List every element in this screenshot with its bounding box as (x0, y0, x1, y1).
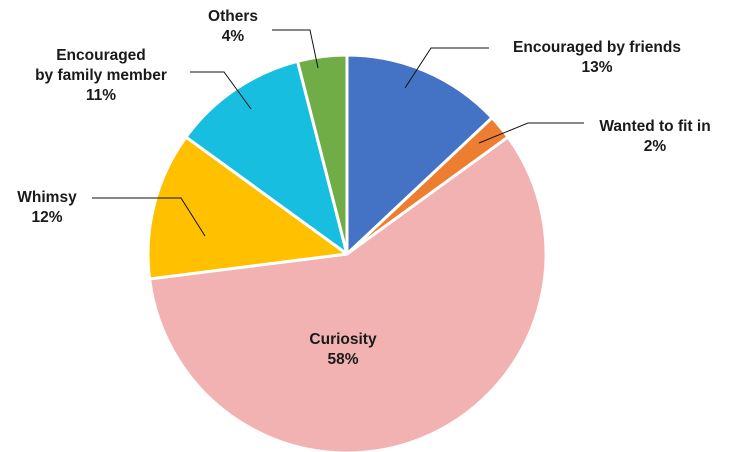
slice-label-encouraged-by-family-member: Encouraged by family member 11% (35, 47, 167, 104)
slice-label-encouraged-by-friends: Encouraged by friends 13% (513, 39, 681, 76)
slice-label-wanted-to-fit-in: Wanted to fit in 2% (599, 118, 710, 155)
leader-line-encouraged-by-friends (404, 47, 489, 89)
slice-label-others: Others 4% (208, 8, 258, 45)
slice-value-encouraged-by-family-member: 11% (86, 87, 116, 104)
slice-encouraged-by-friends (345, 53, 494, 256)
slice-labels: Encouraged by friends 13% Wanted to fit in… (17, 8, 710, 368)
slice-name-curiosity: Curiosity (309, 331, 377, 348)
slice-name-encouraged-by-family-member: Encouraged (56, 47, 146, 64)
pie-slices (146, 53, 548, 452)
slice-encouraged-by-family-member (184, 59, 349, 256)
slice-name-others: Others (208, 8, 258, 25)
leader-line-encouraged-by-family-member (190, 71, 252, 110)
slice-name-encouraged-by-family-member: by family member (35, 67, 167, 84)
leader-lines (92, 29, 584, 237)
slice-value-others: 4% (222, 28, 245, 45)
leader-line-whimsy (92, 197, 206, 237)
slice-value-wanted-to-fit-in: 2% (644, 138, 667, 155)
slice-label-curiosity: Curiosity 58% (309, 331, 377, 368)
slice-value-encouraged-by-friends: 13% (581, 59, 612, 76)
slice-name-encouraged-by-friends: Encouraged by friends (513, 39, 681, 56)
slice-label-whimsy: Whimsy 12% (17, 189, 77, 226)
slice-others (296, 53, 349, 256)
slice-value-curiosity: 58% (327, 351, 358, 368)
slice-value-whimsy: 12% (31, 209, 62, 226)
slice-curiosity (148, 135, 548, 452)
leader-line-wanted-to-fit-in (478, 122, 584, 144)
slice-name-wanted-to-fit-in: Wanted to fit in (599, 118, 710, 135)
slice-whimsy (146, 135, 349, 281)
leader-line-others (272, 29, 319, 69)
slice-name-whimsy: Whimsy (17, 189, 77, 206)
